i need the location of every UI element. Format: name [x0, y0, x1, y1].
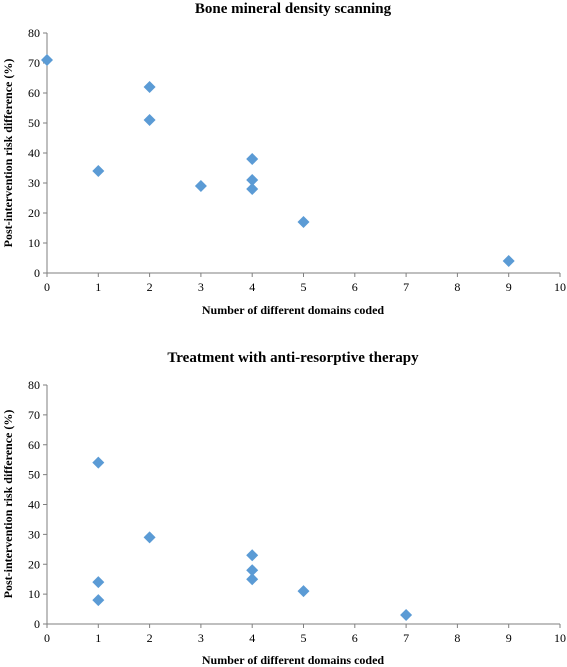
data-point	[92, 165, 105, 177]
x-tick-label: 7	[403, 631, 409, 645]
data-point	[502, 255, 515, 267]
x-tick-label: 6	[352, 631, 358, 645]
y-ticks: 0 10 20 30 40 50 60 70 80	[28, 378, 47, 631]
y-tick-label: 60	[28, 86, 40, 100]
x-tick-label: 6	[352, 280, 358, 294]
y-tick-label: 70	[28, 408, 40, 422]
data-point	[400, 609, 413, 622]
data-point	[246, 549, 259, 562]
y-tick-label: 20	[28, 206, 40, 220]
x-tick-label: 8	[454, 280, 460, 294]
y-tick-label: 30	[28, 527, 40, 541]
x-ticks: 0 1 2 3 4 5 6 7 8 9 10	[44, 273, 566, 294]
x-tick-label: 1	[95, 631, 101, 645]
chart-anti-resorptive-therapy: Treatment with anti-resorptive therapy P…	[1, 350, 566, 667]
data-points	[41, 54, 515, 267]
data-point	[143, 531, 156, 544]
chart-title: Treatment with anti-resorptive therapy	[167, 350, 419, 366]
y-tick-label: 70	[28, 56, 40, 70]
x-tick-label: 5	[301, 280, 307, 294]
x-tick-label: 8	[454, 631, 460, 645]
data-point	[246, 153, 259, 165]
x-tick-label: 10	[554, 631, 566, 645]
chart-bone-mineral-density: Bone mineral density scanning Post-inter…	[1, 1, 566, 317]
y-tick-label: 60	[28, 438, 40, 452]
data-point	[297, 216, 310, 228]
y-tick-label: 40	[28, 498, 40, 512]
x-tick-label: 2	[147, 280, 153, 294]
y-tick-label: 20	[28, 557, 40, 571]
data-point	[92, 456, 105, 469]
x-tick-label: 9	[506, 280, 512, 294]
y-tick-label: 0	[34, 266, 40, 280]
y-tick-label: 40	[28, 146, 40, 160]
x-tick-label: 1	[95, 280, 101, 294]
data-point	[246, 174, 259, 186]
x-tick-label: 9	[506, 631, 512, 645]
x-tick-label: 0	[44, 631, 50, 645]
x-ticks: 0 1 2 3 4 5 6 7 8 9 10	[44, 624, 566, 645]
data-point	[143, 114, 156, 126]
y-tick-label: 10	[28, 236, 40, 250]
data-point	[92, 576, 105, 589]
y-tick-label: 10	[28, 587, 40, 601]
data-point	[246, 573, 259, 586]
x-tick-label: 2	[147, 631, 153, 645]
x-tick-label: 5	[301, 631, 307, 645]
y-axis-label: Post-intervention risk difference (%)	[1, 59, 15, 248]
x-tick-label: 3	[198, 280, 204, 294]
x-tick-label: 4	[249, 280, 255, 294]
data-point	[41, 54, 53, 66]
data-point	[143, 81, 156, 93]
data-point	[194, 180, 207, 192]
data-points	[92, 456, 413, 622]
x-axis-label: Number of different domains coded	[202, 303, 385, 317]
data-point	[246, 564, 259, 577]
y-tick-label: 80	[28, 26, 40, 40]
x-tick-label: 10	[554, 280, 566, 294]
x-tick-label: 0	[44, 280, 50, 294]
y-tick-label: 30	[28, 176, 40, 190]
data-point	[297, 585, 310, 598]
chart-title: Bone mineral density scanning	[195, 1, 392, 17]
x-tick-label: 3	[198, 631, 204, 645]
y-tick-label: 50	[28, 468, 40, 482]
y-ticks: 0 10 20 30 40 50 60 70 80	[28, 26, 47, 280]
y-axis-label: Post-intervention risk difference (%)	[1, 410, 15, 599]
data-point	[92, 594, 105, 607]
y-tick-label: 80	[28, 378, 40, 392]
x-tick-label: 7	[403, 280, 409, 294]
y-tick-label: 0	[34, 617, 40, 631]
x-axis-label: Number of different domains coded	[202, 653, 385, 667]
data-point	[246, 183, 259, 195]
x-tick-label: 4	[249, 631, 255, 645]
y-tick-label: 50	[28, 116, 40, 130]
